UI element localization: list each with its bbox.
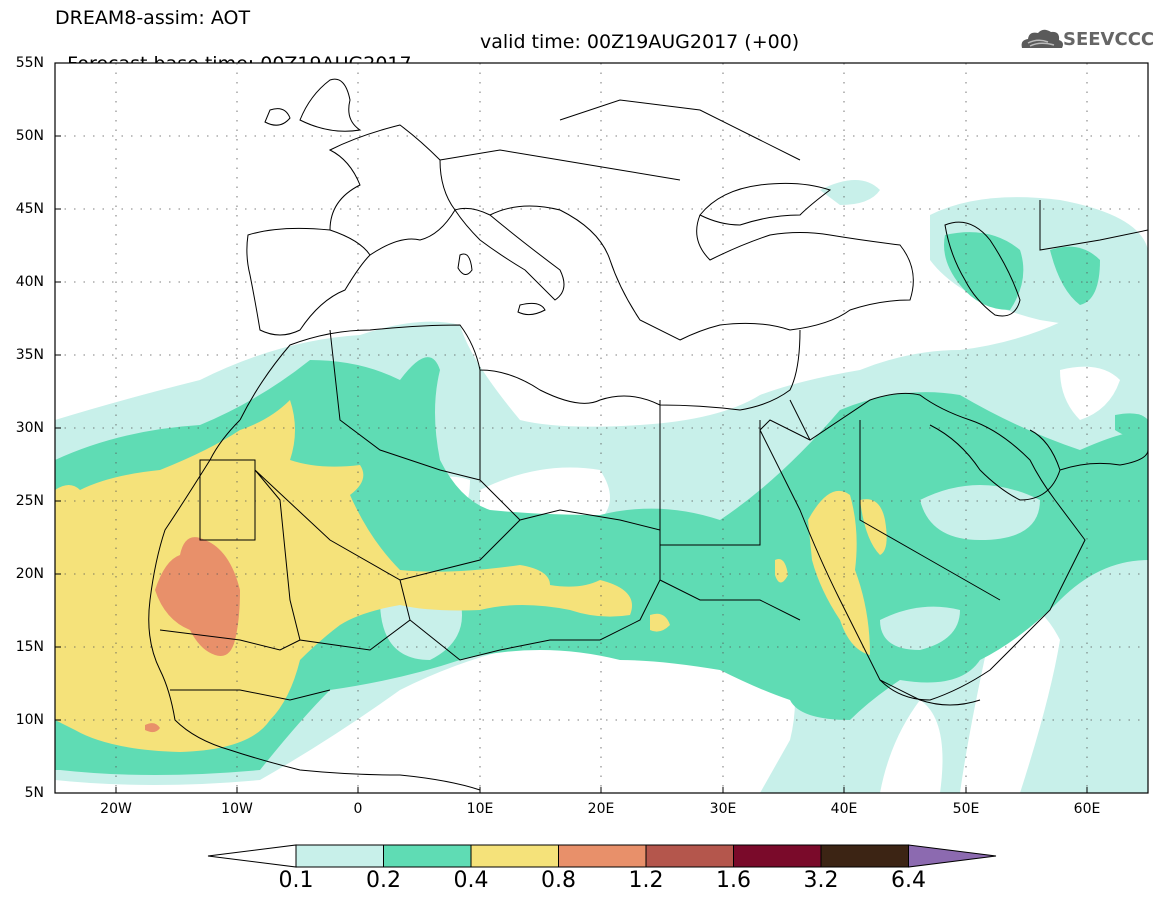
colorbar-label-3: 0.4 <box>453 868 489 893</box>
colorbar-label-4: 0.8 <box>541 868 576 893</box>
coastlines <box>148 78 1148 791</box>
lat-label-20n: 20N <box>15 566 44 582</box>
lat-label-50n: 50N <box>15 128 44 144</box>
lat-label-35n: 35N <box>15 347 44 363</box>
aot-level-0-4 <box>55 400 887 752</box>
axis-ticks <box>55 135 1088 793</box>
lat-label-5n: 5N <box>24 785 44 801</box>
title-line-1: DREAM8-assim: AOT <box>55 7 251 29</box>
colorbar-label-6: 1.6 <box>716 868 751 893</box>
lon-label-50e: 50E <box>952 801 980 817</box>
lat-label-10n: 10N <box>15 712 44 728</box>
lon-label-0: 0 <box>353 801 363 817</box>
lon-label-20e: 20E <box>587 801 615 817</box>
lat-label-45n: 45N <box>15 201 44 217</box>
lat-label-25n: 25N <box>15 493 44 509</box>
graticule <box>55 63 1148 793</box>
cloud-icon <box>1021 29 1063 48</box>
aot-level-0-8 <box>145 537 240 733</box>
lon-label-20w: 20W <box>100 801 132 817</box>
colorbar-label-7: 3.2 <box>803 868 839 893</box>
lon-label-30e: 30E <box>709 801 737 817</box>
colorbar-label-5: 1.2 <box>628 868 664 893</box>
colorbar-label-8: 6.4 <box>891 868 926 893</box>
lat-label-15n: 15N <box>15 639 44 655</box>
lon-label-10e: 10E <box>466 801 494 817</box>
lat-label-30n: 30N <box>15 420 44 436</box>
lat-label-40n: 40N <box>15 274 44 290</box>
logo-text: SEEVCCC <box>1063 29 1155 50</box>
valid-time: valid time: 00Z19AUG2017 (+00) <box>480 31 800 53</box>
lon-label-40e: 40E <box>830 801 858 817</box>
lon-label-60e: 60E <box>1073 801 1101 817</box>
lon-label-10w: 10W <box>221 801 253 817</box>
lat-label-55n: 55N <box>15 55 44 71</box>
colorbar-label-1: 0.1 <box>278 868 314 893</box>
colorbar-label-2: 0.2 <box>366 868 401 893</box>
